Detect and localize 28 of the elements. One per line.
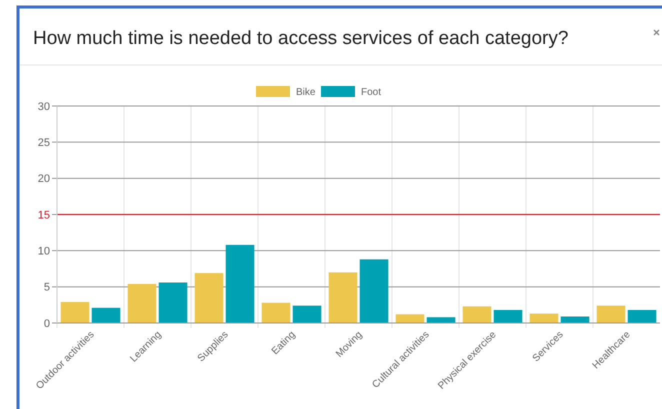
y-tick-label: 30 xyxy=(38,100,50,113)
legend-label: Bike xyxy=(296,87,316,98)
y-tick-label: 25 xyxy=(38,137,50,150)
bar xyxy=(226,244,254,323)
bar xyxy=(530,314,558,323)
bar xyxy=(462,306,492,323)
bar xyxy=(494,310,522,323)
bar xyxy=(158,282,188,323)
bar xyxy=(560,316,590,323)
y-tick-label: 15 xyxy=(38,209,50,222)
bar xyxy=(128,284,156,323)
chart-title: How much time is needed to access services of each category? xyxy=(33,28,568,49)
bar xyxy=(194,273,224,323)
bar xyxy=(426,317,456,323)
y-tick-label: 5 xyxy=(44,282,50,294)
legend-label: Foot xyxy=(361,87,382,98)
bar xyxy=(92,308,120,323)
bar xyxy=(628,310,656,323)
y-tick-label: 0 xyxy=(44,318,50,330)
bar xyxy=(396,314,424,323)
bar xyxy=(596,306,626,323)
bar xyxy=(60,302,90,323)
y-tick-label: 20 xyxy=(38,173,50,186)
bar xyxy=(360,259,388,323)
y-tick-label: 10 xyxy=(38,246,50,258)
bar xyxy=(262,302,290,323)
bar xyxy=(328,272,358,323)
bar xyxy=(292,306,322,323)
